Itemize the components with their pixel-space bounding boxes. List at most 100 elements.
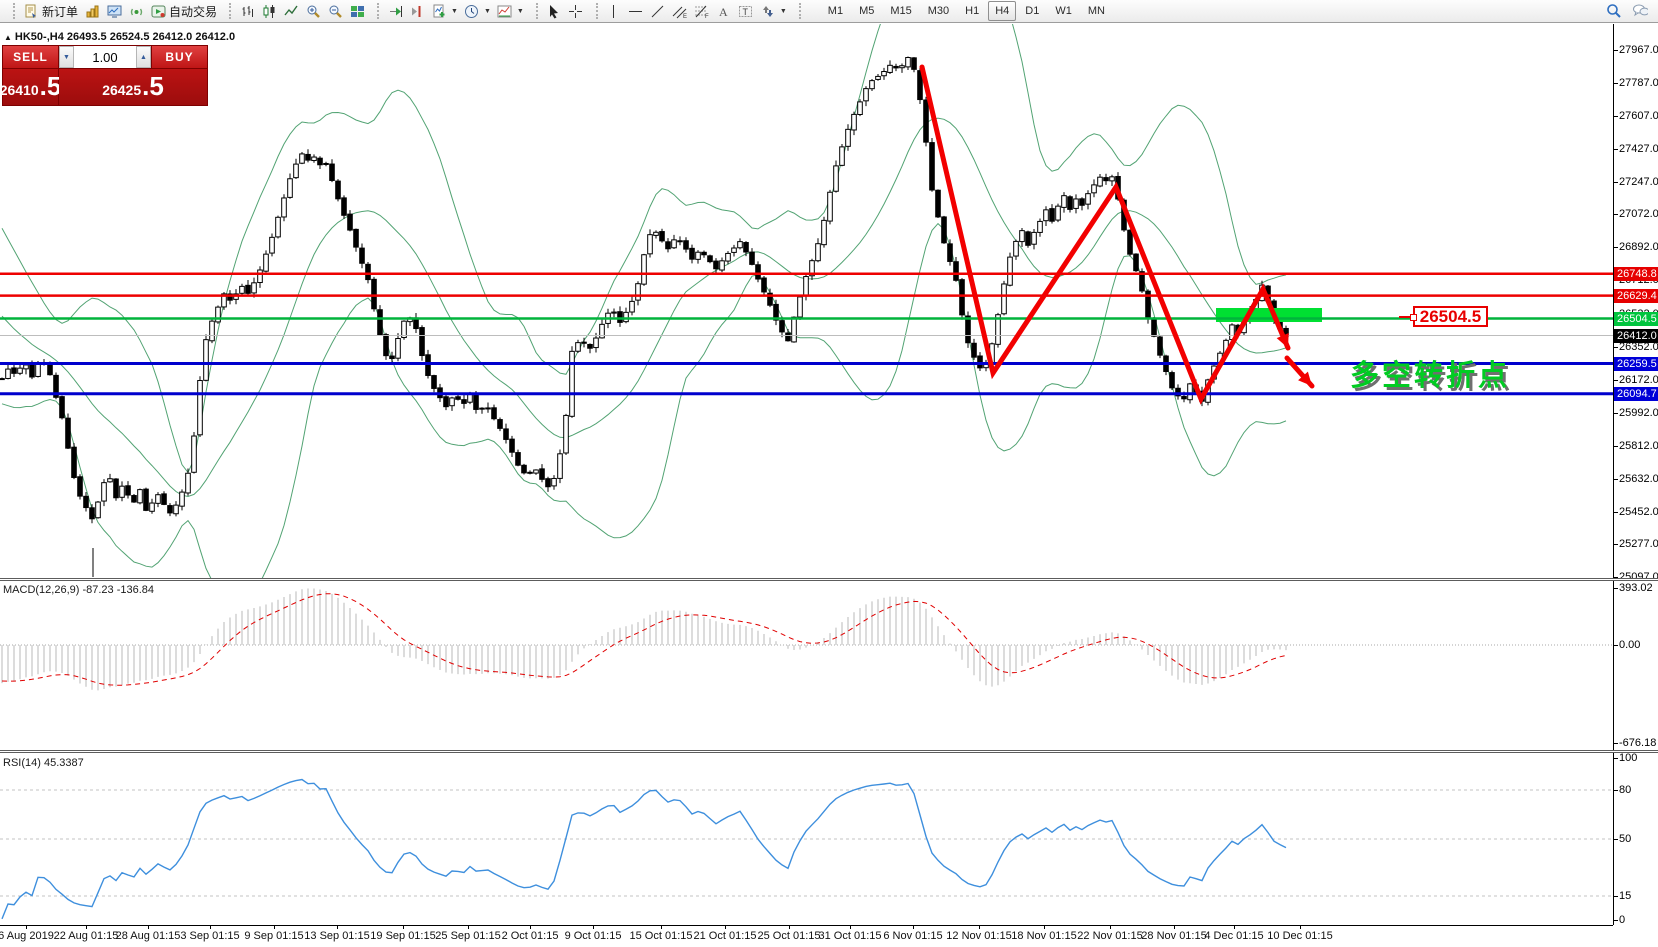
toolbar-grip[interactable] <box>795 3 801 19</box>
terminal-button[interactable] <box>103 2 125 20</box>
templates-button[interactable]: ▼ <box>494 2 527 20</box>
text-label-button[interactable]: T <box>735 2 757 20</box>
indicators-button[interactable]: ▼ <box>428 2 461 20</box>
price-callout[interactable]: 26504.5 <box>1399 306 1488 327</box>
tf-mn[interactable]: MN <box>1087 5 1105 17</box>
candle-body <box>749 251 755 265</box>
arrows-button[interactable]: ▼ <box>757 2 790 20</box>
sell-button[interactable]: SELL <box>3 46 58 68</box>
candle-body <box>227 293 233 301</box>
candle-body <box>197 380 203 436</box>
price-axis-line[interactable] <box>1613 24 1614 925</box>
time-tick <box>850 925 851 929</box>
volume-up-button[interactable]: ▲ <box>136 46 151 68</box>
candle-body <box>497 419 503 429</box>
cursor-icon <box>546 3 562 19</box>
cursor-button[interactable] <box>543 2 565 20</box>
toolbar-grip[interactable] <box>373 3 380 19</box>
chinese-annotation[interactable]: 多空转折点 <box>1350 360 1511 392</box>
tile-windows-button[interactable] <box>346 2 368 20</box>
candle-body <box>281 197 287 218</box>
zoom-out-button[interactable] <box>324 2 346 20</box>
toolbar-grip[interactable] <box>225 3 232 19</box>
volume-down-button[interactable]: ▼ <box>59 46 74 68</box>
rsi-panel-canvas[interactable] <box>0 753 1613 925</box>
periods-button[interactable]: ▼ <box>461 2 494 20</box>
candle-body <box>353 228 359 248</box>
candle-body <box>95 501 101 519</box>
candle-body <box>443 396 449 408</box>
candle-body <box>149 502 155 512</box>
channel-button[interactable]: E <box>669 2 691 20</box>
vertical-line-button[interactable] <box>603 2 625 20</box>
candle-body <box>569 350 575 417</box>
candle-body <box>425 354 431 376</box>
tf-h4[interactable]: H4 <box>988 1 1017 21</box>
text-label-icon: T <box>738 3 754 19</box>
crosshair-button[interactable] <box>565 2 587 20</box>
toolbar-grip[interactable] <box>592 3 598 19</box>
candle-body <box>11 367 17 374</box>
candle-body <box>515 452 521 466</box>
bid-price-button[interactable]: 26410 .5 <box>0 69 61 105</box>
autotrading-button[interactable]: 自动交易 <box>147 2 220 21</box>
toolbar-grip[interactable] <box>9 3 15 19</box>
panel-divider-rsi[interactable] <box>0 750 1658 753</box>
time-axis-line[interactable] <box>0 925 1613 926</box>
candle-body <box>89 507 95 520</box>
candle-body <box>0 378 5 381</box>
tf-h1[interactable]: H1 <box>965 5 980 17</box>
svg-text:T: T <box>743 7 749 17</box>
time-label: 21 Oct 01:15 <box>693 930 757 942</box>
candle-body <box>1175 387 1181 397</box>
market-watch-icon <box>84 3 100 19</box>
candle-body <box>245 284 251 294</box>
candle-body <box>479 407 485 410</box>
search-icon[interactable] <box>1606 3 1622 19</box>
chat-icon[interactable] <box>1632 3 1648 19</box>
time-label: 28 Nov 01:15 <box>1141 930 1207 942</box>
ask-price-button[interactable]: 26425 .5 <box>59 69 207 105</box>
toolbar-grip[interactable] <box>532 3 538 19</box>
candle-body <box>887 64 893 73</box>
tf-d1[interactable]: D1 <box>1025 5 1040 17</box>
buy-button[interactable]: BUY <box>152 46 207 68</box>
fibonacci-button[interactable]: F <box>691 2 713 20</box>
new-order-button[interactable]: 新订单 <box>20 2 81 21</box>
volume-input[interactable] <box>74 46 136 68</box>
candle-body <box>1157 336 1163 356</box>
price-tick: 26352.0 <box>1614 340 1658 353</box>
collapse-triangle-icon[interactable]: ▲ <box>4 33 12 42</box>
tf-m5[interactable]: M5 <box>859 5 875 17</box>
candle-body <box>803 276 809 297</box>
candle-body <box>287 178 293 198</box>
trend-zigzag[interactable] <box>919 64 1291 405</box>
market-watch-button[interactable] <box>81 2 103 20</box>
bar-chart-button[interactable] <box>236 2 258 20</box>
candle-body <box>113 478 119 499</box>
tf-m1[interactable]: M1 <box>827 5 844 17</box>
signals-button[interactable] <box>125 2 147 20</box>
svg-text:F: F <box>705 14 709 19</box>
tf-w1[interactable]: W1 <box>1055 5 1072 17</box>
zoom-in-button[interactable] <box>302 2 324 20</box>
trendline-button[interactable] <box>647 2 669 20</box>
tf-m15[interactable]: M15 <box>890 5 912 17</box>
horizontal-line-button[interactable] <box>625 2 647 20</box>
auto-scroll-button[interactable] <box>384 2 406 20</box>
line-chart-button[interactable] <box>280 2 302 20</box>
chart-shift-button[interactable] <box>406 2 428 20</box>
candle-body <box>1079 198 1085 206</box>
text-button[interactable]: A <box>713 2 735 20</box>
ask-main: 26425 <box>102 82 142 98</box>
supply-zone-rectangle[interactable] <box>1216 308 1322 322</box>
panel-divider-macd[interactable] <box>0 578 1658 581</box>
macd-signal-line <box>1 593 1287 686</box>
macd-panel-canvas[interactable] <box>0 581 1613 750</box>
horizontal-line-icon <box>628 3 644 19</box>
tf-m30[interactable]: M30 <box>927 5 950 17</box>
main-chart-canvas[interactable] <box>0 24 1613 578</box>
candlestick-chart-button[interactable] <box>258 2 280 20</box>
candle-body <box>773 303 779 321</box>
